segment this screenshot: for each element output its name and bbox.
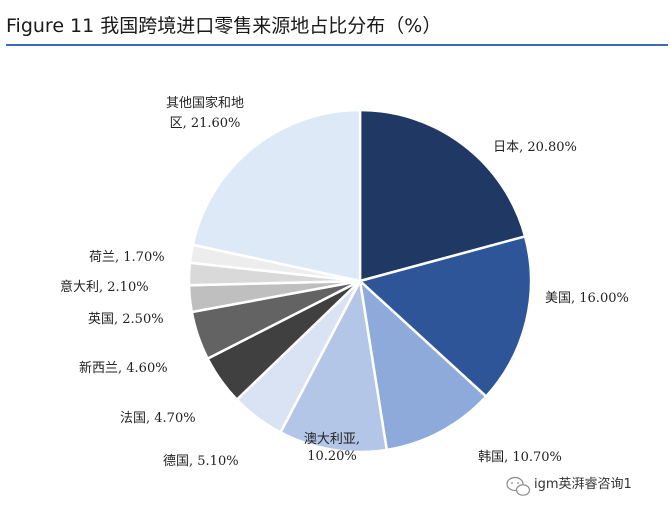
slice-label-2: 美国, 16.00% <box>545 291 629 306</box>
slice-labels: 日本, 20.80% 美国, 16.00% 韩国, 10.70% 澳大利亚, 10.20… <box>60 95 629 469</box>
slice-label-5: 德国, 5.10% <box>163 454 239 469</box>
pie-slice-1 <box>358 108 527 283</box>
watermark: igm英湃睿咨询1 <box>506 476 632 496</box>
pie <box>187 108 533 454</box>
watermark-text: igm英湃睿咨询1 <box>534 477 632 492</box>
chart-title: Figure 11 我国跨境进口零售来源地占比分布（%） <box>6 15 441 37</box>
pie-slice-2 <box>358 235 533 398</box>
slice-label-1: 日本, 20.80% <box>493 140 577 155</box>
slice-label-6: 法国, 4.70% <box>120 411 196 426</box>
slice-label-9: 意大利, 2.10% <box>60 279 149 295</box>
wechat-icon <box>506 476 531 496</box>
slice-label-3: 韩国, 10.70% <box>478 450 562 465</box>
pie-slice-4 <box>279 279 388 454</box>
pie-slice-11 <box>191 108 362 283</box>
slice-label-11: 其他国家和地区, 21.60% <box>166 95 244 131</box>
slice-label-7: 新西兰, 4.60% <box>79 360 168 376</box>
slice-label-8: 英国, 2.50% <box>88 312 164 327</box>
pie-slice-3 <box>358 279 488 452</box>
slice-label-10: 荷兰, 1.70% <box>89 250 165 265</box>
slice-label-4: 澳大利亚, 10.20% <box>304 431 360 464</box>
